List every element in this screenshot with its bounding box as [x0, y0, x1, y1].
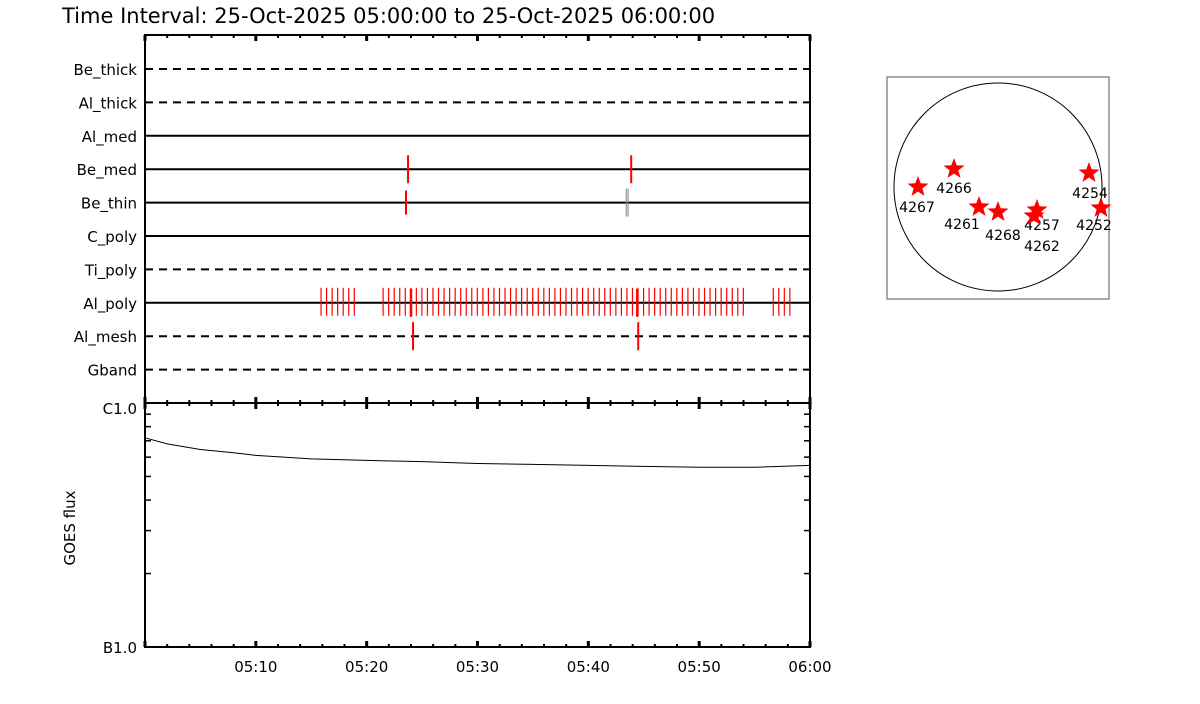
active-region-label: 4262: [1024, 239, 1060, 255]
row-label-be_med: Be_med: [77, 161, 137, 180]
x-tick-label: 05:30: [456, 658, 499, 676]
row-label-be_thin: Be_thin: [81, 195, 137, 214]
row-label-al_mesh: Al_mesh: [74, 328, 137, 347]
x-tick-label: 06:00: [788, 658, 831, 676]
active-region-star-icon: [968, 196, 990, 216]
row-label-gband: Gband: [88, 362, 137, 380]
filter-timeline-panel: Be_thick Al_thick Al_med Be_med Be_thin C_pol…: [73, 34, 812, 404]
goes-ylabel: GOES flux: [61, 490, 79, 565]
active-region-star-icon: [1026, 199, 1048, 219]
active-region-label: 4252: [1076, 218, 1112, 234]
timeline-frame: [144, 34, 811, 404]
active-region-label: 4261: [944, 217, 980, 233]
active-region-star-icon: [943, 158, 965, 178]
row-label-al_med: Al_med: [82, 128, 137, 147]
plot-title: Time Interval: 25-Oct-2025 05:00:00 to 2…: [61, 4, 715, 28]
row-label-be_thick: Be_thick: [73, 61, 137, 80]
row-label-ti_poly: Ti_poly: [84, 261, 137, 280]
solar-disk: [893, 82, 1103, 292]
x-tick-label: 05:10: [234, 658, 277, 676]
active-region-label: 4268: [985, 228, 1021, 244]
active-region-label: 4254: [1072, 186, 1108, 202]
active-region-label: 4257: [1024, 218, 1060, 234]
x-tick-label: 05:20: [345, 658, 388, 676]
x-tick-label: 05:40: [567, 658, 610, 676]
active-region-label: 4266: [936, 181, 972, 197]
ytick-label-b1: B1.0: [103, 639, 137, 657]
active-region-star-icon: [1090, 197, 1112, 217]
goes-frame: [144, 402, 811, 648]
row-label-c_poly: C_poly: [87, 228, 137, 247]
active-region-star-icon: [987, 201, 1009, 221]
row-label-al_thick: Al_thick: [79, 94, 138, 113]
active-region-label: 4267: [899, 200, 935, 216]
active-region-star-icon: [907, 176, 929, 196]
active-region-star-icon: [1023, 205, 1045, 225]
active-region-star-icon: [1078, 162, 1100, 182]
row-label-al_poly: Al_poly: [83, 295, 137, 314]
ytick-label-c1: C1.0: [103, 400, 137, 418]
sun-map-frame: [886, 76, 1110, 300]
goes-flux-line: [144, 437, 811, 468]
x-tick-label: 05:50: [678, 658, 721, 676]
goes-flux-panel: GOES flux C1.0 B1.0 05:10 05:20 05:30 05:40…: [61, 400, 832, 676]
